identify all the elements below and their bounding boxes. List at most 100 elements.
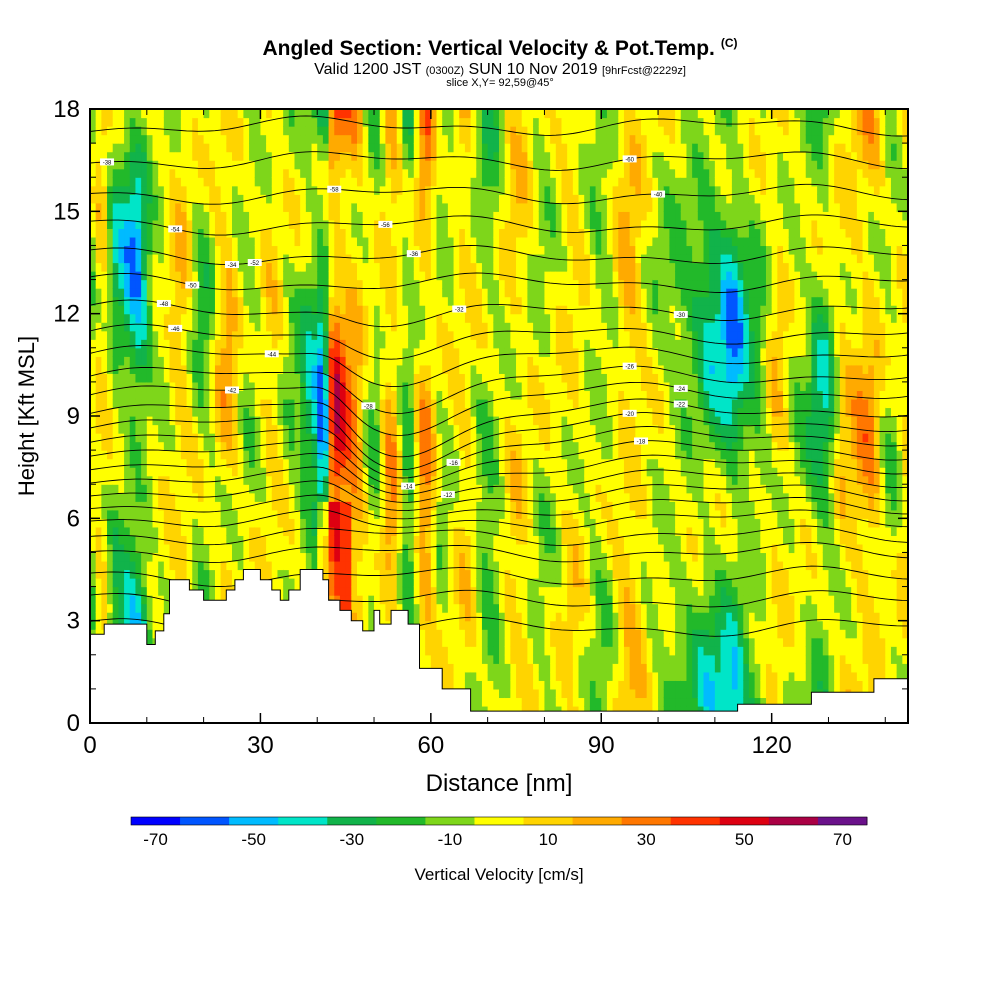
velocity-cell [158, 185, 165, 195]
velocity-cell [249, 288, 256, 298]
velocity-cell [226, 484, 233, 494]
velocity-cell [135, 143, 142, 153]
velocity-cell [402, 595, 409, 605]
velocity-cell [470, 109, 477, 119]
velocity-cell [476, 398, 483, 409]
velocity-cell [391, 484, 398, 494]
velocity-cell [129, 288, 137, 298]
velocity-cell [186, 253, 193, 264]
velocity-cell [112, 134, 119, 144]
velocity-cell [402, 569, 409, 579]
velocity-cell [220, 236, 227, 247]
velocity-cell [391, 416, 398, 426]
velocity-cell [232, 279, 239, 289]
velocity-cell [249, 168, 256, 178]
velocity-cell [129, 271, 137, 281]
velocity-cell [442, 603, 449, 613]
velocity-cell [266, 109, 273, 119]
velocity-cell [425, 126, 432, 136]
velocity-cell [260, 509, 267, 519]
velocity-cell [203, 330, 210, 340]
velocity-cell [419, 236, 426, 247]
velocity-cell [300, 177, 307, 187]
velocity-cell [146, 398, 154, 409]
velocity-cell [459, 543, 466, 554]
velocity-cell [356, 168, 364, 178]
velocity-cell [385, 305, 392, 315]
velocity-cell [158, 271, 165, 281]
velocity-cell [266, 560, 273, 571]
velocity-cell [436, 629, 443, 639]
velocity-cell [396, 211, 404, 221]
velocity-cell [112, 398, 119, 409]
velocity-cell [146, 177, 154, 187]
velocity-cell [345, 407, 352, 417]
velocity-cell [351, 467, 358, 477]
velocity-cell [345, 117, 352, 127]
velocity-cell [232, 492, 239, 502]
velocity-cell [464, 467, 472, 477]
velocity-cell [180, 117, 188, 127]
velocity-cell [300, 416, 307, 426]
velocity-cell [402, 433, 409, 443]
velocity-cell [180, 211, 188, 221]
velocity-cell [385, 467, 392, 477]
velocity-cell [425, 620, 432, 630]
velocity-cell [254, 305, 262, 315]
velocity-cell [328, 458, 335, 468]
velocity-cell [90, 552, 97, 562]
velocity-cell [152, 552, 159, 562]
velocity-cell [214, 271, 222, 281]
velocity-cell [464, 560, 472, 571]
velocity-cell [442, 347, 449, 357]
velocity-cell [90, 595, 97, 605]
velocity-cell [283, 509, 290, 519]
velocity-cell [379, 509, 386, 519]
velocity-cell [379, 441, 386, 451]
velocity-cell [300, 509, 307, 519]
velocity-cell [385, 373, 392, 383]
velocity-cell [356, 603, 364, 613]
velocity-cell [220, 398, 227, 409]
velocity-cell [249, 364, 256, 374]
velocity-cell [186, 262, 193, 272]
velocity-cell [112, 441, 119, 451]
velocity-cell [209, 450, 216, 460]
velocity-cell [305, 143, 313, 153]
velocity-cell [459, 296, 466, 306]
velocity-cell [129, 475, 137, 485]
velocity-cell [146, 202, 154, 212]
velocity-cell [413, 236, 421, 247]
velocity-cell [141, 509, 148, 519]
velocity-cell [260, 109, 267, 119]
velocity-cell [175, 535, 182, 545]
velocity-cell [459, 160, 466, 170]
velocity-cell [169, 117, 176, 127]
velocity-cell [192, 177, 199, 187]
velocity-cell [192, 117, 199, 127]
velocity-cell [169, 236, 176, 247]
velocity-cell [152, 296, 159, 306]
velocity-cell [396, 330, 404, 340]
velocity-cell [362, 185, 369, 195]
velocity-cell [112, 168, 119, 178]
velocity-cell [209, 390, 216, 400]
velocity-cell [260, 450, 267, 460]
velocity-cell [203, 126, 210, 136]
velocity-cell [129, 509, 137, 519]
velocity-cell [249, 356, 256, 366]
velocity-cell [379, 467, 386, 477]
velocity-cell [425, 271, 432, 281]
velocity-cell [447, 296, 455, 306]
velocity-cell [243, 501, 250, 511]
velocity-cell [419, 279, 426, 289]
velocity-cell [436, 185, 443, 195]
velocity-cell [476, 433, 483, 443]
velocity-cell [197, 364, 205, 374]
velocity-cell [266, 484, 273, 494]
velocity-cell [175, 143, 182, 153]
velocity-cell [135, 126, 142, 136]
velocity-cell [95, 569, 102, 579]
velocity-cell [243, 450, 250, 460]
velocity-cell [481, 663, 489, 673]
